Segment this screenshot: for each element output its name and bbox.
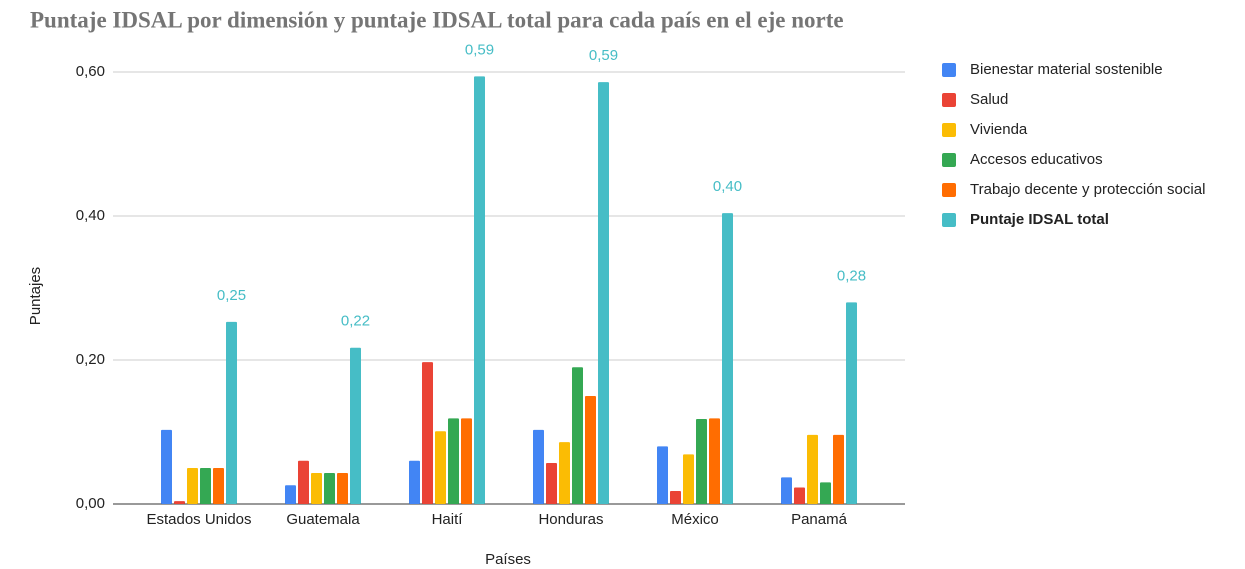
bar <box>298 460 309 504</box>
y-axis-label: Puntajes <box>27 267 44 325</box>
x-tick-label: Panamá <box>791 511 848 528</box>
x-tick-label: México <box>671 511 719 528</box>
legend-swatch <box>942 63 956 77</box>
data-label: 0,22 <box>341 313 370 330</box>
legend-label: Trabajo decente y protección social <box>970 181 1205 198</box>
bar <box>187 468 198 504</box>
bar <box>174 501 185 504</box>
x-axis-label: Países <box>485 551 531 568</box>
data-label: 0,59 <box>465 41 494 58</box>
legend-swatch <box>942 93 956 107</box>
bar <box>546 462 557 504</box>
x-tick-label: Haití <box>432 511 464 528</box>
data-label: 0,25 <box>217 287 246 304</box>
legend-swatch <box>942 213 956 227</box>
legend-swatch <box>942 183 956 197</box>
bar <box>448 418 459 504</box>
bar <box>161 429 172 504</box>
bar <box>324 473 335 504</box>
bar <box>200 468 211 504</box>
legend-label: Vivienda <box>970 121 1028 138</box>
legend-swatch <box>942 123 956 137</box>
bar <box>781 477 792 504</box>
bar <box>533 429 544 504</box>
x-tick-label: Guatemala <box>286 511 360 528</box>
data-label: 0,28 <box>837 267 866 284</box>
x-tick-label: Estados Unidos <box>146 511 251 528</box>
bar <box>683 454 694 504</box>
bar <box>350 347 361 504</box>
bar <box>833 434 844 504</box>
bar <box>409 460 420 504</box>
legend-label: Salud <box>970 91 1008 108</box>
bar <box>559 442 570 504</box>
bar <box>285 485 296 504</box>
bar <box>670 491 681 504</box>
bar <box>696 419 707 504</box>
bar <box>657 446 668 504</box>
bar <box>474 76 485 504</box>
bar <box>435 431 446 504</box>
x-tick-label: Honduras <box>538 511 603 528</box>
legend-label: Accesos educativos <box>970 151 1103 168</box>
bar <box>311 473 322 504</box>
data-label: 0,59 <box>589 47 618 64</box>
bar <box>820 482 831 504</box>
bar <box>572 367 583 504</box>
y-tick-label: 0,40 <box>76 207 105 224</box>
y-tick-label: 0,20 <box>76 351 105 368</box>
bar <box>213 468 224 504</box>
y-tick-label: 0,60 <box>76 63 105 80</box>
bar <box>846 302 857 504</box>
bar <box>461 418 472 504</box>
bar <box>422 362 433 504</box>
chart-title: Puntaje IDSAL por dimensión y puntaje ID… <box>30 7 844 32</box>
bar <box>807 434 818 504</box>
bar <box>722 213 733 504</box>
bar <box>709 418 720 504</box>
bar <box>226 321 237 504</box>
bar <box>598 82 609 504</box>
bar <box>337 473 348 504</box>
legend-label: Bienestar material sostenible <box>970 61 1163 78</box>
bar <box>794 487 805 504</box>
bar <box>585 396 596 504</box>
data-label: 0,40 <box>713 178 742 195</box>
legend-label: Puntaje IDSAL total <box>970 211 1109 228</box>
y-tick-label: 0,00 <box>76 495 105 512</box>
legend-swatch <box>942 153 956 167</box>
